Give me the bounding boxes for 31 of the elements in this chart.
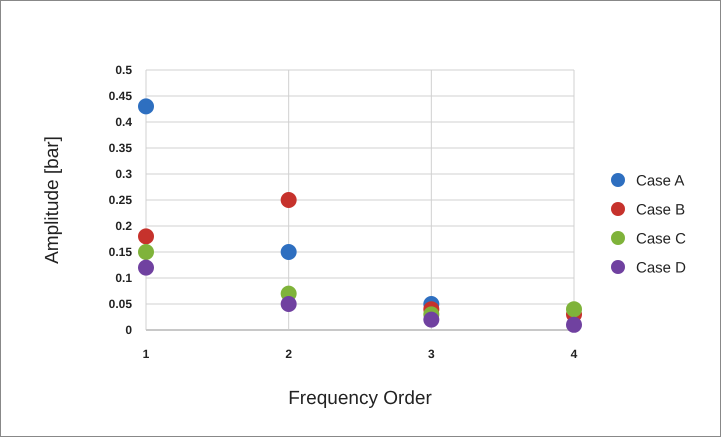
- x-tick-label: 2: [285, 347, 292, 361]
- y-tick-label: 0.35: [108, 141, 132, 156]
- x-tick-label: 1: [142, 347, 150, 361]
- y-tick-label: 0.4: [115, 115, 132, 130]
- legend-label: Case C: [636, 230, 686, 248]
- y-tick-label: 0.1: [115, 271, 132, 286]
- y-tick-label: 0.5: [115, 63, 132, 78]
- point: [138, 244, 154, 260]
- y-tick-label: 0.45: [108, 89, 132, 104]
- y-tick-label: 0: [125, 323, 132, 338]
- point: [138, 228, 154, 244]
- y-tick-label: 0.3: [115, 167, 132, 182]
- y-tick-label: 0.05: [108, 297, 132, 312]
- point: [280, 192, 297, 208]
- point: [566, 316, 582, 333]
- point: [280, 244, 297, 260]
- point: [423, 312, 440, 328]
- x-tick-label: 3: [428, 347, 435, 361]
- y-axis-title: Amplitude [bar]: [42, 136, 63, 264]
- legend-label: Case D: [636, 259, 686, 276]
- point: [138, 260, 154, 276]
- y-tick-label: 0.2: [115, 219, 132, 234]
- x-axis-title: Frequency Order: [288, 388, 432, 409]
- point: [138, 98, 154, 114]
- point: [280, 296, 297, 312]
- legend-label: Case B: [636, 201, 686, 218]
- y-tick-label: 0.15: [108, 245, 132, 260]
- x-tick-label: 4: [570, 347, 578, 361]
- y-tick-label: 0.25: [108, 193, 132, 208]
- legend-label: Case A: [636, 172, 684, 190]
- point: [566, 301, 582, 318]
